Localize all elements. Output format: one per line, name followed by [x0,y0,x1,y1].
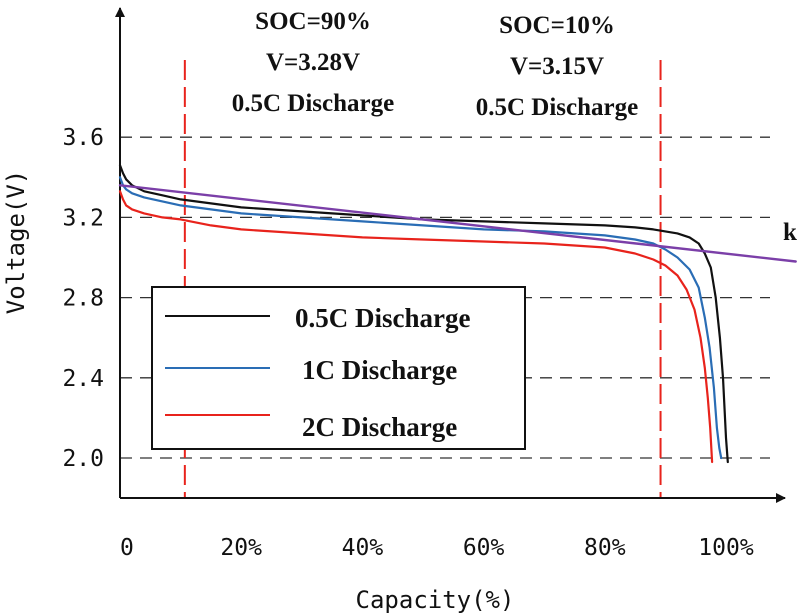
series-lines [118,164,797,464]
series-line-2c-discharge [118,190,714,464]
y-tick-label-3: 3.2 [62,205,104,231]
x-tick-label-2: 40% [342,535,384,561]
legend: 0.5C Discharge 1C Discharge 2C Discharge [151,286,526,450]
series-line-k [118,184,797,263]
y-tick-label-1: 2.4 [62,366,104,392]
annotation-soc10-line2: V=3.15V [510,53,604,80]
legend-label-2c: 2C Discharge [302,412,457,442]
axis-ticks: 2.0 2.4 2.8 3.2 3.6 0 20% 40% 60% 80% 100% [62,125,753,561]
annotation-soc10-line1: SOC=10% [499,12,615,39]
legend-label-1c: 1C Discharge [302,355,457,385]
series-line-0-5c-discharge [118,164,729,464]
x-tick-label-1: 20% [220,535,262,561]
x-tick-label-3: 60% [463,535,505,561]
legend-label-05c: 0.5C Discharge [295,303,470,333]
y-tick-label-4: 3.6 [62,125,104,151]
annotation-soc90: SOC=90% V=3.28V 0.5C Discharge [232,8,394,117]
series-line-1c-discharge [118,176,723,460]
y-tick-label-0: 2.0 [62,446,104,472]
annotation-soc90-line1: SOC=90% [255,8,371,35]
annotation-soc90-line2: V=3.28V [266,49,360,76]
k-line-label: k [783,219,797,246]
x-tick-label-0: 0 [120,535,134,561]
y-tick-label-2: 2.8 [62,286,104,312]
annotation-soc90-line3: 0.5C Discharge [232,90,394,117]
x-tick-label-5: 100% [698,535,754,561]
x-tick-label-4: 80% [584,535,626,561]
y-axis-title: Voltage(V) [2,170,30,315]
x-axis-title: Capacity(%) [356,586,515,614]
annotation-soc10: SOC=10% V=3.15V 0.5C Discharge [476,12,638,121]
annotation-soc10-line3: 0.5C Discharge [476,94,638,121]
